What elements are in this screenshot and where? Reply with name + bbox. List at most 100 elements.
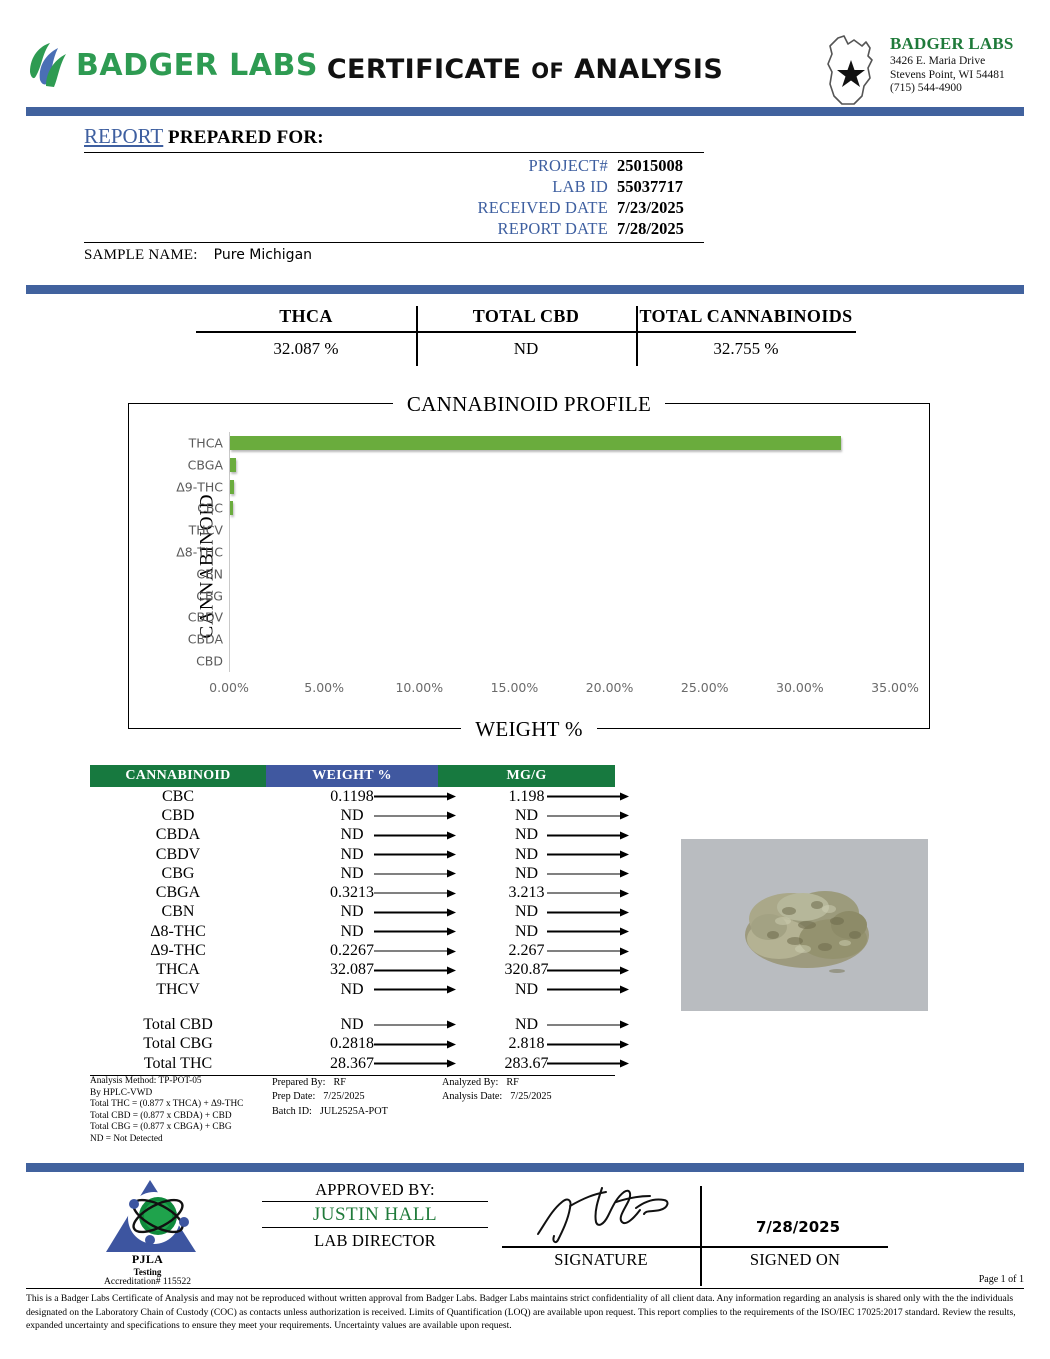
summary-divider xyxy=(196,331,856,333)
table-body: CBC 0.1198 1.198 CBD ND ND CBDA ND ND CBDV ND ND CBG… xyxy=(90,787,629,999)
row-arrow-icon xyxy=(374,947,456,956)
chart-category-label: CBD xyxy=(196,653,223,669)
row-arrow-icon xyxy=(547,985,629,994)
chart-bar xyxy=(230,501,233,516)
summary-value-cell: 32.755 % xyxy=(713,338,779,358)
table-spacer xyxy=(90,999,615,1015)
signature-section: PJLA Testing Accreditation# 115522 APPRO… xyxy=(90,1176,990,1287)
pjla-accreditation-logo xyxy=(100,1178,205,1286)
row-cannabinoid: Total THC xyxy=(143,1054,213,1072)
pjla-sub: Testing xyxy=(133,1267,162,1277)
summary-header-cell: TOTAL CBD xyxy=(472,306,580,326)
row-cannabinoid: CBC xyxy=(161,787,194,805)
row-arrow-icon xyxy=(547,889,629,898)
row-arrow-icon xyxy=(547,966,629,975)
pjla-accreditation-number: Accreditation# 115522 xyxy=(104,1277,191,1287)
meta-value: 7/28/2025 xyxy=(617,219,684,238)
row-weight: 0.2267 xyxy=(330,942,374,960)
meta-label: PROJECT# xyxy=(528,156,608,175)
meta-label: REPORT DATE xyxy=(497,219,608,238)
row-arrow-icon xyxy=(547,908,629,917)
signature-divider xyxy=(700,1186,702,1286)
row-mgg: ND xyxy=(514,864,539,882)
row-mgg: ND xyxy=(514,845,539,863)
row-mgg: 320.87 xyxy=(504,961,549,979)
chart-x-tick-label: 35.00% xyxy=(871,680,919,695)
prepared-for-label: PREPARED FOR: xyxy=(168,127,324,148)
chart-title-text: CANNABINOID PROFILE xyxy=(392,392,666,416)
table-row: Δ8-THC ND ND xyxy=(90,922,629,941)
note-label: Prepared By: xyxy=(272,1077,326,1088)
row-arrow-icon xyxy=(547,927,629,936)
note-field: Analyzed By: RF xyxy=(442,1076,622,1090)
divider-top xyxy=(26,107,1024,116)
summary-value-cell: 32.087 % xyxy=(273,338,339,358)
chart-x-axis-label: WEIGHT % xyxy=(129,717,929,742)
row-arrow-icon xyxy=(374,869,456,878)
chart-category-label: CBDV xyxy=(187,609,223,625)
chart-category-label: THCV xyxy=(188,522,223,538)
table-row: CBG ND ND xyxy=(90,864,629,883)
row-weight: ND xyxy=(340,845,364,863)
table-row: Δ9-THC 0.2267 2.267 xyxy=(90,941,629,960)
row-weight: ND xyxy=(340,864,364,882)
table-row: CBDA ND ND xyxy=(90,826,629,845)
row-mgg: ND xyxy=(514,903,539,921)
note-label: Analyzed By: xyxy=(442,1077,499,1088)
row-weight: 28.367 xyxy=(330,1054,374,1072)
row-arrow-icon xyxy=(547,850,629,859)
table-bottom-rule xyxy=(90,1075,615,1077)
signature-mark xyxy=(532,1182,682,1246)
lab-phone: (715) 544-4900 xyxy=(890,82,962,94)
row-cannabinoid: THCV xyxy=(156,980,200,998)
note-value: JUL2525A-POT xyxy=(319,1105,388,1117)
summary-value-cell: ND xyxy=(513,338,539,358)
row-cannabinoid: CBDV xyxy=(155,845,201,863)
cannabinoid-profile-chart: CANNABINOID PROFILE CANNABINOID THCA CBGA… xyxy=(128,392,930,741)
method-note-line: Total CBD = (0.877 x CBDA) + CBD xyxy=(90,1110,232,1121)
row-mgg: 3.213 xyxy=(508,884,545,902)
report-heading: REPORT PREPARED FOR: xyxy=(84,124,704,149)
method-note-line: ND = Not Detected xyxy=(90,1133,163,1144)
chart-x-tick-label: 15.00% xyxy=(490,680,539,695)
meta-label: RECEIVED DATE xyxy=(477,198,608,217)
summary-header-cell: TOTAL CANNABINOIDS xyxy=(639,306,853,326)
row-arrow-icon xyxy=(547,1020,629,1029)
row-arrow-icon xyxy=(374,1020,456,1029)
summary-header-row: THCA TOTAL CBD TOTAL CANNABINOIDS xyxy=(196,306,856,331)
summary-header-cell: THCA xyxy=(279,306,333,326)
row-arrow-icon xyxy=(547,947,629,956)
table-row: Total CBG 0.2818 2.818 xyxy=(90,1035,629,1054)
row-arrow-icon xyxy=(547,831,629,840)
summary-separator xyxy=(415,305,418,366)
lab-address-line2: Stevens Point, WI 54481 xyxy=(890,68,1005,81)
note-label: Analysis Date: xyxy=(442,1091,503,1103)
note-value: 7/25/2025 xyxy=(510,1091,552,1103)
report-meta-section: REPORT PREPARED FOR: PROJECT# 25015008 L… xyxy=(84,124,704,264)
row-weight: 0.3213 xyxy=(330,884,374,902)
row-weight: ND xyxy=(340,1015,364,1033)
row-arrow-icon xyxy=(374,908,456,917)
row-mgg: ND xyxy=(514,922,539,940)
row-arrow-icon xyxy=(547,1059,629,1068)
wisconsin-state-icon xyxy=(818,34,884,108)
note-label: Prep Date: xyxy=(272,1091,316,1103)
row-weight: ND xyxy=(340,806,364,824)
row-arrow-icon xyxy=(374,985,456,994)
meta-value: 55037717 xyxy=(617,177,683,196)
meta-fields: PROJECT# 25015008 LAB ID 55037717 RECEIV… xyxy=(84,152,704,243)
analysis-method-lines: Analysis Method: TP-POT-05 By HPLC-VWD Tot… xyxy=(90,1076,270,1146)
meta-row: REPORT DATE 7/28/2025 xyxy=(84,218,704,239)
disclaimer-text: This is a Badger Labs Certificate of Ana… xyxy=(26,1293,1016,1332)
row-arrow-icon xyxy=(547,792,629,801)
chart-category-label: CBC xyxy=(197,500,223,516)
row-weight: ND xyxy=(340,980,364,998)
chart-category-label: CBGA xyxy=(187,457,223,473)
table-header-row: CANNABINOID WEIGHT % MG/G xyxy=(90,765,615,787)
approver-name: JUSTIN HALL xyxy=(262,1202,488,1228)
note-field: Prepared By: RF xyxy=(272,1076,422,1090)
approver-title: LAB DIRECTOR xyxy=(314,1231,436,1250)
row-mgg: 283.67 xyxy=(504,1054,549,1072)
row-cannabinoid: CBGA xyxy=(155,884,201,902)
